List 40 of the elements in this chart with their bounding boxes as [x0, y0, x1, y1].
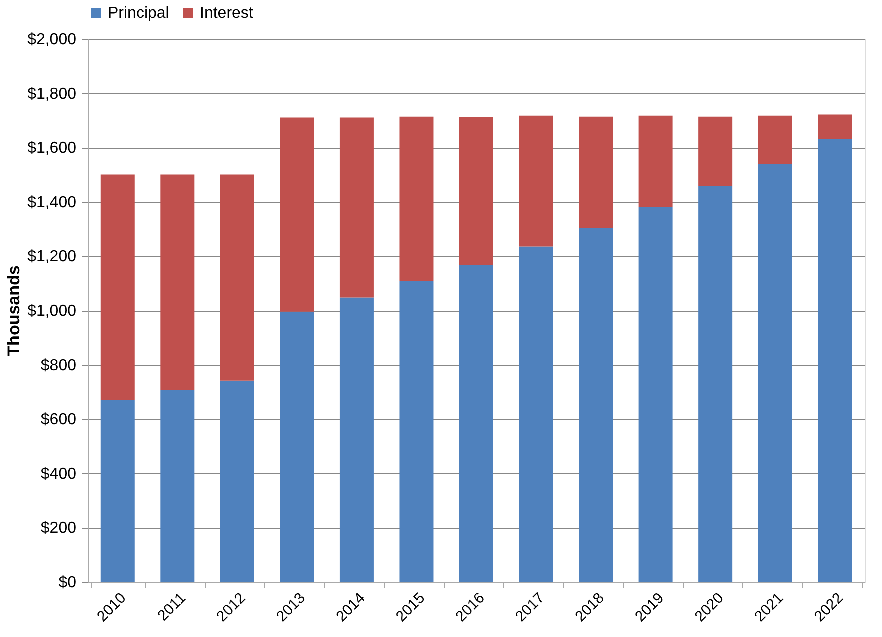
- y-tick-label: $1,200: [28, 248, 77, 266]
- legend-label: Principal: [108, 5, 170, 22]
- bar: [220, 174, 254, 381]
- bar: [758, 116, 792, 164]
- y-tick-label: $1,000: [28, 303, 77, 320]
- y-tick-label: $400: [40, 466, 77, 483]
- bar: [519, 246, 554, 582]
- y-tick-label: $0: [58, 574, 77, 592]
- bar: [638, 207, 673, 582]
- bar: [579, 116, 614, 229]
- bar: [160, 174, 195, 390]
- bar: [818, 114, 852, 140]
- bar: [100, 400, 135, 582]
- y-tick-label: $600: [40, 412, 77, 429]
- bar: [280, 312, 314, 582]
- y-tick-label: $800: [40, 357, 77, 374]
- bar: [160, 390, 195, 582]
- bar: [698, 186, 733, 582]
- bar: [579, 228, 614, 582]
- y-tick-label: $1,800: [28, 86, 77, 103]
- bar: [698, 116, 733, 186]
- bar: [638, 116, 673, 208]
- bar: [340, 298, 374, 582]
- bar: [340, 118, 374, 298]
- y-axis-title: Thousands: [4, 266, 24, 356]
- bar: [100, 174, 135, 400]
- bar: [758, 164, 792, 582]
- bar: [400, 281, 434, 582]
- bar: [460, 117, 494, 266]
- legend-label: Interest: [200, 5, 254, 22]
- bar: [519, 116, 554, 247]
- y-tick-label: $1,600: [28, 140, 77, 158]
- y-tick-label: $200: [40, 520, 77, 538]
- y-tick-label: $2,000: [28, 32, 77, 48]
- bar: [400, 116, 434, 282]
- bar: [460, 265, 494, 582]
- bar: [818, 139, 852, 582]
- y-tick-label: $1,400: [28, 194, 77, 212]
- bar: [220, 380, 254, 582]
- bar: [280, 118, 314, 312]
